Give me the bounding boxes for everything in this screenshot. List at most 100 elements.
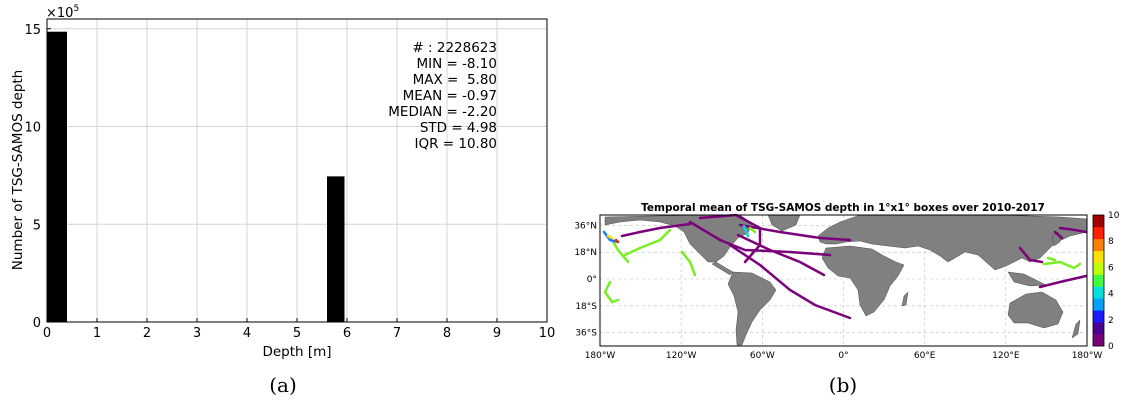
y-tick-label: 0 [33,316,41,331]
land-madagascar [901,291,909,307]
x-tick-label: 10 [539,326,556,341]
colorbar-tick-label: 2 [1108,316,1114,326]
map-frame [599,214,1088,347]
land-south-america [727,271,777,346]
colorbar-tick-label: 0 [1108,342,1114,352]
track-yellow-1 [606,234,614,240]
stat-median: MEDIAN = -2.20 [388,104,497,120]
colorbar-swatch [1093,215,1104,228]
x-tick-label: 3 [193,326,201,341]
colorbar-swatch [1093,310,1104,323]
track-green-6 [1042,260,1082,270]
x-tick-label: 7 [393,326,401,341]
y-tick-label: 5 [33,218,41,233]
colorbar-swatch [1093,334,1104,347]
stat-max: MAX = 5.80 [413,72,497,88]
track-purple-2 [736,233,826,277]
y-axis-label: Number of TSG-SAMOS depth [10,70,26,270]
colorbar-tick-label: 4 [1108,290,1114,300]
stat-count: # : 2228623 [412,40,497,56]
histogram-bar [47,31,67,322]
x-tick-label: 5 [293,326,301,341]
colorbar-frame [1092,214,1105,347]
histogram-y-ticks: 0 5 10 15 [24,23,51,331]
colorbar-swatch [1093,262,1104,275]
colorbar: 10 8 6 4 2 0 [1092,211,1120,352]
land-eurasia [817,214,1088,271]
land-australia [1007,291,1064,329]
histogram-x-ticks: 0 1 2 3 4 5 6 7 8 9 10 [43,318,555,341]
colorbar-tick-label: 10 [1108,211,1120,221]
colorbar-swatch [1093,322,1104,335]
lon-tick-label: 180°W [1072,351,1103,361]
lon-tick-label: 0° [838,351,848,361]
x-tick-label: 1 [93,326,101,341]
x-tick-label: 9 [493,326,501,341]
y-scale-multiplier: ×105 [46,4,79,21]
track-purple-6 [698,213,762,264]
track-purple-4 [688,220,832,257]
track-green-7 [1046,256,1057,262]
histogram-bar [327,176,345,322]
track-red-1 [614,238,620,244]
colorbar-ticks: 10 8 6 4 2 0 [1108,211,1120,352]
lon-tick-label: 60°E [914,351,936,361]
lon-tick-label: 180°W [585,351,616,361]
histogram-panel: 0 1 2 3 4 5 6 7 8 9 10 0 5 10 15 ×105 Depth [m] Numbe… [10,4,555,397]
stat-iqr: IQR = 10.80 [414,136,497,152]
histogram-bars [47,31,345,322]
track-blue-1 [602,230,620,244]
x-tick-label: 8 [443,326,451,341]
colorbar-swatch [1093,226,1104,240]
land-central-america [711,261,734,276]
map-land [604,214,1088,346]
lat-tick-label: 0° [587,275,597,285]
stats-box: # : 2228623 MIN = -8.10 MAX = 5.80 MEAN … [388,40,497,152]
colorbar-swatch [1093,298,1104,311]
map-tracks [602,213,1088,320]
x-tick-label: 2 [143,326,151,341]
caption-a: (a) [269,373,297,397]
track-purple-8 [1038,274,1088,289]
x-tick-label: 0 [43,326,51,341]
colorbar-swatch [1093,286,1104,299]
land-africa [821,245,905,317]
y-tick-label: 10 [24,121,41,136]
track-purple-10 [1053,230,1064,240]
stat-std: STD = 4.98 [420,120,497,136]
map-panel: Temporal mean of TSG-SAMOS depth in 1°x1… [574,202,1119,397]
map-lat-ticks: 36°N 18°N 0° 18°S 36°S [574,221,597,338]
x-axis-label: Depth [m] [262,344,331,360]
lon-tick-label: 60°W [750,351,775,361]
lat-tick-label: 36°N [574,221,597,231]
colorbar-swatch [1093,274,1104,287]
track-green-1 [610,238,630,264]
lat-tick-label: 18°N [574,248,597,258]
track-green-3 [658,228,672,242]
colorbar-tick-label: 8 [1108,237,1114,247]
track-purple-7 [1018,246,1044,264]
lat-tick-label: 18°S [575,302,597,312]
map-lon-ticks: 180°W 120°W 60°W 0° 60°E 120°E 180°W [585,351,1103,361]
track-green-2 [623,238,662,257]
track-purple-9 [1058,226,1088,234]
x-tick-label: 6 [343,326,351,341]
track-purple-3 [728,243,852,320]
track-green-5 [603,280,620,304]
x-tick-label: 4 [243,326,251,341]
y-tick-label: 15 [24,23,41,38]
stat-mean: MEAN = -0.97 [403,88,497,104]
colorbar-swatches [1093,215,1104,347]
lat-tick-label: 36°S [575,329,597,339]
land-new-zealand [1071,319,1081,339]
track-green-4 [680,250,697,277]
lon-tick-label: 120°E [992,351,1020,361]
caption-b: (b) [829,373,857,397]
colorbar-swatch [1093,238,1104,252]
map-title: Temporal mean of TSG-SAMOS depth in 1°x1… [641,202,1045,214]
track-purple-5 [620,222,692,238]
track-green-8 [748,226,757,234]
colorbar-swatch [1093,250,1104,263]
lon-tick-label: 120°W [666,351,697,361]
